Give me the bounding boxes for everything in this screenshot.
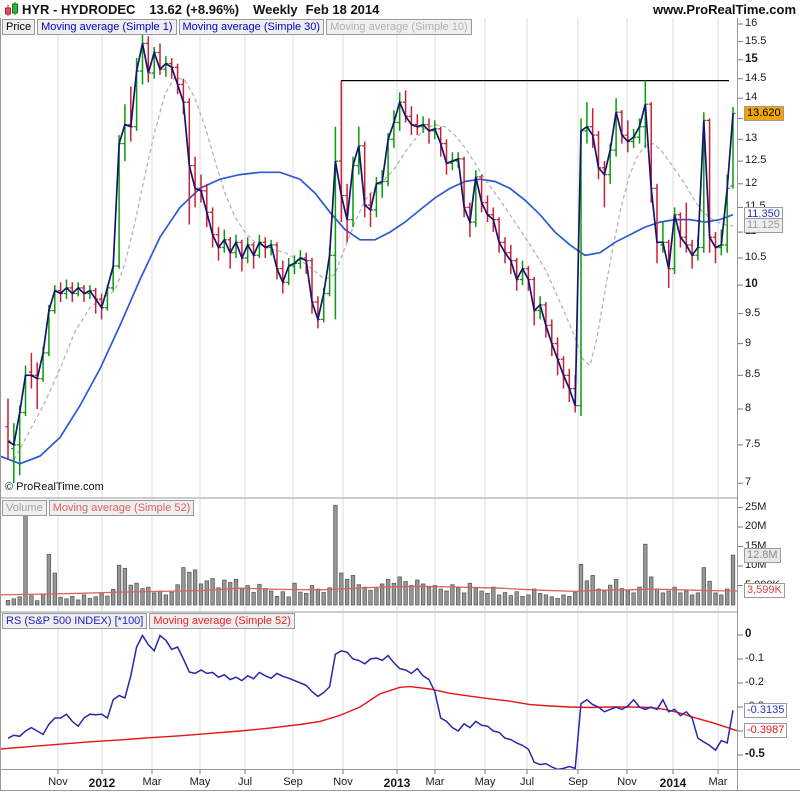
- volume-ma-label: 3,599K: [744, 583, 785, 599]
- price-axis-tick: 14.5: [745, 71, 767, 84]
- last-price-label: 13.620: [744, 105, 784, 121]
- rs-axis-tick: 0: [745, 628, 752, 640]
- rs-axis-tick: -0.2: [745, 676, 764, 688]
- price-axis-tick: 8: [745, 402, 752, 415]
- x-axis-month-label: May: [189, 776, 211, 788]
- x-axis-month-label: Nov: [48, 776, 68, 788]
- price-axis-tick: 12: [745, 176, 758, 189]
- x-axis-month-label: May: [474, 776, 496, 788]
- x-axis-month-label: Mar: [142, 776, 162, 788]
- indicator-chip-moving-average-simple-52[interactable]: Moving average (Simple 52): [48, 500, 195, 516]
- x-axis-month-label: 2014: [659, 776, 687, 790]
- copyright-text: © ProRealTime.com: [5, 481, 104, 493]
- price-axis-tick: 13: [745, 132, 758, 145]
- prorealtime-watermark: www.ProRealTime.com: [652, 2, 796, 17]
- symbol-name: HYR - HYDRODEC: [22, 2, 136, 17]
- timeframe: Weekly: [253, 2, 298, 17]
- x-axis-month-label: Nov: [617, 776, 637, 788]
- x-axis-month-label: 2013: [383, 776, 411, 790]
- price-axis-tick: 9.5: [745, 306, 761, 319]
- volume-indicator-chips: Volume Moving average (Simple 52): [2, 500, 195, 516]
- title-bar: HYR - HYDRODEC 13.62 (+8.96%) Weekly Feb 18 …: [0, 0, 800, 18]
- ma10-value-label: 11.125: [744, 218, 783, 234]
- price-axis-tick: 7.5: [745, 437, 761, 450]
- candlestick-logo-icon: [5, 2, 18, 16]
- indicator-chip-moving-average-simple-52[interactable]: Moving average (Simple 52): [149, 613, 295, 629]
- rs-axis-tick: -0.1: [745, 652, 764, 664]
- x-axis-month-label: Mar: [708, 776, 728, 788]
- x-axis-month-label: Sep: [568, 776, 588, 788]
- price-axis-tick: 7: [745, 476, 752, 489]
- quote-date: Feb 18 2014: [305, 2, 380, 17]
- volume-axis-tick: 25M: [745, 500, 767, 513]
- rs-indicator-chips: RS (S&P 500 INDEX) [*100] Moving average …: [2, 613, 295, 629]
- rs-ma-label: -0.3987: [744, 723, 788, 739]
- chart-title: HYR - HYDRODEC 13.62 (+8.96%) Weekly Feb 18 …: [22, 2, 393, 17]
- last-price: 13.62: [149, 2, 182, 17]
- price-axis-tick: 12.5: [745, 154, 767, 167]
- indicator-chip-price[interactable]: Price: [2, 19, 36, 35]
- x-axis-month-label: 2012: [88, 776, 116, 790]
- change-percent: (+8.96%): [185, 2, 240, 17]
- indicator-chip-rs-s-p-500-index-100[interactable]: RS (S&P 500 INDEX) [*100]: [2, 613, 148, 629]
- last-volume-label: 12.8M: [744, 547, 781, 563]
- indicator-chip-moving-average-simple-1[interactable]: Moving average (Simple 1): [37, 19, 177, 35]
- price-axis-tick: 15: [745, 52, 758, 65]
- price-axis-tick: 10: [745, 278, 758, 291]
- indicator-chip-moving-average-simple-10[interactable]: Moving average (Simple 10): [326, 19, 472, 35]
- price-axis-tick: 14: [745, 91, 758, 104]
- indicator-chip-volume[interactable]: Volume: [2, 500, 47, 516]
- x-axis-month-label: Mar: [425, 776, 445, 788]
- indicator-chip-moving-average-simple-30[interactable]: Moving average (Simple 30): [178, 19, 325, 35]
- price-axis-tick: 16: [745, 17, 758, 29]
- price-axis-tick: 9: [745, 336, 752, 349]
- volume-axis-tick: 20M: [745, 520, 767, 532]
- price-axis-tick: 15.5: [745, 34, 767, 47]
- price-axis-tick: 10.5: [745, 250, 767, 263]
- rs-value-label: -0.3135: [744, 702, 788, 718]
- price-indicator-chips: Price Moving average (Simple 1) Moving ave…: [2, 19, 472, 35]
- x-axis-month-label: Nov: [333, 776, 353, 788]
- x-axis-month-label: Sep: [283, 776, 303, 788]
- x-axis-month-label: Jul: [237, 776, 253, 788]
- x-axis-month-label: Jul: [519, 776, 535, 788]
- rs-axis-tick: -0.5: [745, 748, 765, 760]
- price-axis-tick: 8.5: [745, 368, 761, 381]
